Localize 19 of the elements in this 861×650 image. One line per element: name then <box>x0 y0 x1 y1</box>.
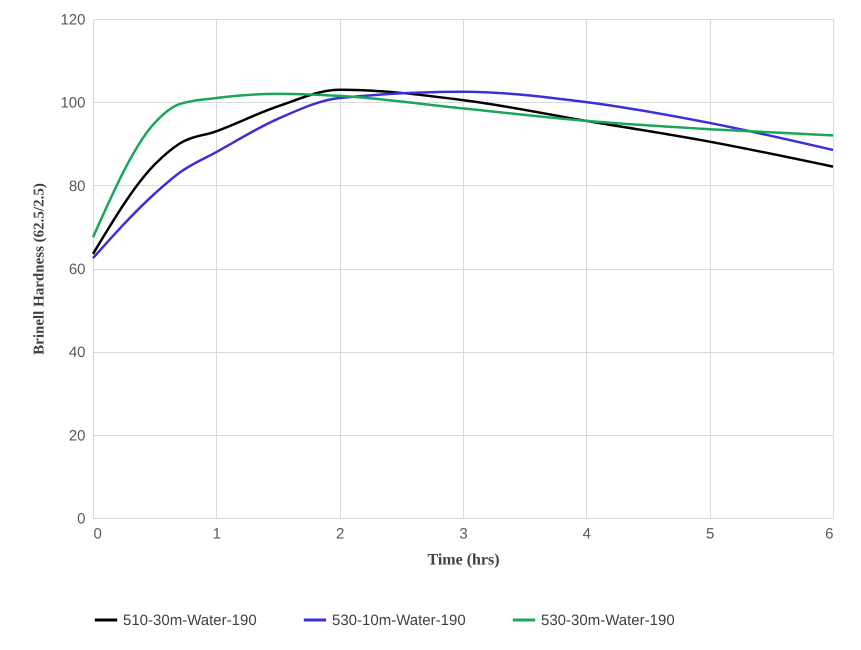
legend-label: 530-10m-Water-190 <box>332 612 466 629</box>
y-tick-label: 20 <box>68 427 86 444</box>
y-tick-label: 80 <box>68 178 86 195</box>
x-tick-label: 0 <box>94 526 102 542</box>
legend-label: 510-30m-Water-190 <box>123 612 257 629</box>
x-axis-title: Time (hrs) <box>427 552 500 568</box>
y-axis-title: Brinell Hardness (62.5/2.5) <box>31 183 48 355</box>
x-tick-label: 2 <box>336 526 344 542</box>
x-tick-label: 4 <box>582 526 592 542</box>
legend-label: 530-30m-Water-190 <box>541 612 675 629</box>
y-tick-label: 100 <box>60 94 86 112</box>
x-tick-label: 6 <box>825 526 834 542</box>
x-tick-label: 1 <box>212 526 222 542</box>
x-tick-label: 5 <box>706 526 714 542</box>
y-tick-label: 120 <box>60 12 86 28</box>
x-tick-label: 3 <box>459 526 468 542</box>
y-tick-label: 60 <box>68 261 86 278</box>
y-tick-label: 40 <box>68 344 86 362</box>
y-tick-label: 0 <box>77 510 86 528</box>
